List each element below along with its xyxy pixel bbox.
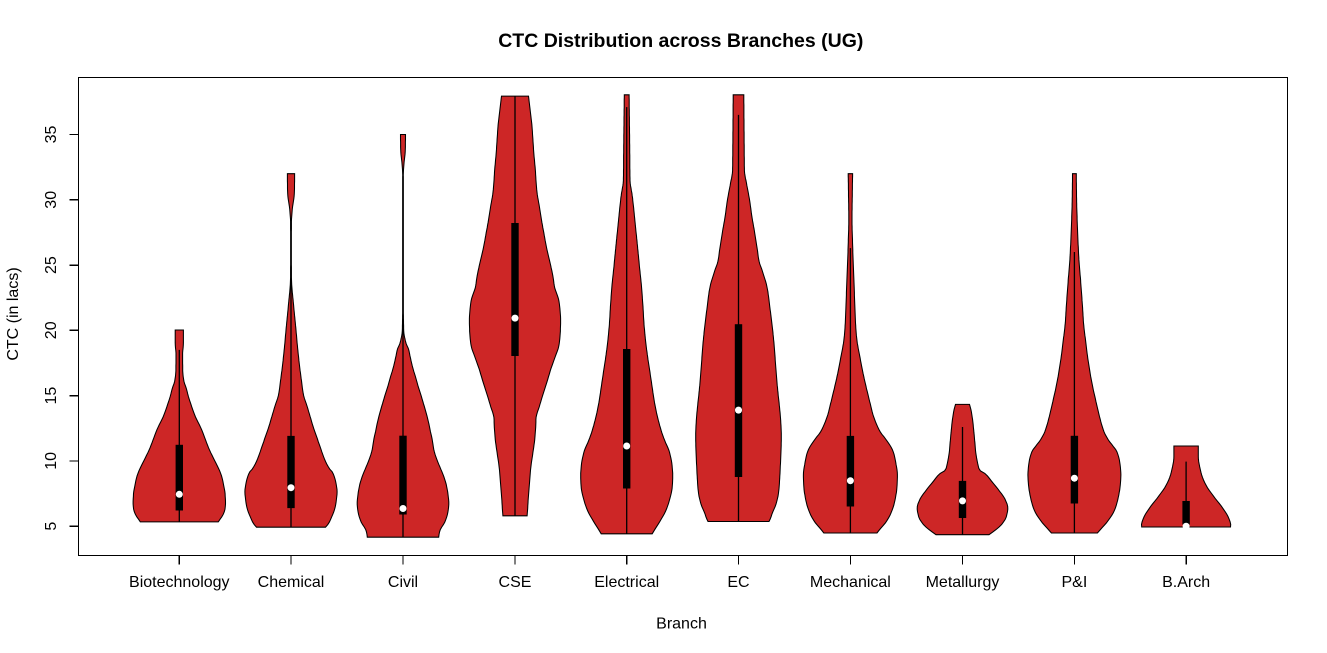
svg-text:30: 30 <box>43 191 60 209</box>
svg-text:10: 10 <box>43 452 60 470</box>
svg-text:25: 25 <box>43 256 60 274</box>
svg-text:CTC (in lacs): CTC (in lacs) <box>5 267 22 360</box>
svg-text:Branch: Branch <box>656 616 707 633</box>
svg-text:15: 15 <box>43 387 60 405</box>
svg-text:Civil: Civil <box>388 574 418 591</box>
svg-text:5: 5 <box>43 522 60 531</box>
svg-text:Biotechnology: Biotechnology <box>129 574 230 591</box>
svg-text:CTC Distribution across Branch: CTC Distribution across Branches (UG) <box>498 30 863 52</box>
svg-text:B.Arch: B.Arch <box>1162 574 1210 591</box>
svg-text:35: 35 <box>43 126 60 144</box>
svg-text:CSE: CSE <box>499 574 532 591</box>
svg-text:Electrical: Electrical <box>594 574 659 591</box>
svg-text:20: 20 <box>43 321 60 339</box>
svg-text:EC: EC <box>727 574 749 591</box>
svg-text:Metallurgy: Metallurgy <box>926 574 1000 591</box>
svg-text:Mechanical: Mechanical <box>810 574 891 591</box>
svg-text:Chemical: Chemical <box>258 574 325 591</box>
svg-text:P&I: P&I <box>1062 574 1088 591</box>
